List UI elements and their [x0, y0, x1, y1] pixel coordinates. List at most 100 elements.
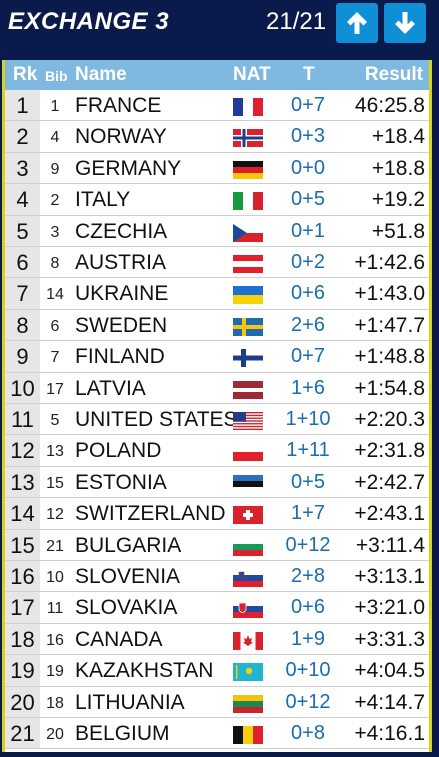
result-cell: +18.8 [371, 156, 425, 180]
table-row: 12 13 POLAND 1+11 +2:31.8 [5, 435, 429, 467]
team-name: ESTONIA [75, 470, 167, 494]
rank-cell: 2 [5, 121, 40, 152]
bib-cell: 21 [46, 537, 64, 555]
table-row: 18 16 CANADA 1+9 +3:31.3 [5, 623, 429, 656]
flag-bulgaria-icon [233, 537, 263, 556]
rank-cell: 11 [5, 404, 40, 435]
rank-cell: 21 [5, 718, 40, 749]
page-down-button[interactable] [384, 3, 426, 43]
bib-cell: 16 [46, 631, 64, 649]
page-up-button[interactable] [336, 3, 378, 43]
flag-sweden-icon [233, 317, 263, 336]
bib-cell: 1 [50, 98, 60, 115]
bib-cell: 12 [46, 506, 64, 524]
table-row: 21 20 BELGIUM 0+8 +4:16.1 [5, 718, 429, 750]
rank-cell: 12 [5, 435, 40, 466]
flag-slovakia-icon [233, 600, 263, 619]
rank-cell: 1 [5, 90, 40, 121]
table-row: 16 10 SLOVENIA 2+8 +3:13.1 [5, 561, 429, 593]
bib-cell: 8 [50, 255, 60, 272]
table-row: 8 6 SWEDEN 2+6 +1:47.7 [5, 309, 429, 342]
table-row: 13 15 ESTONIA 0+5 +2:42.7 [5, 466, 429, 499]
table-row: 11 5 UNITED STATES 1+10 +2:20.3 [5, 404, 429, 436]
table-row: 15 21 BULGARIA 0+12 +3:11.4 [5, 529, 429, 561]
flag-finland-icon [233, 349, 263, 368]
flag-estonia-icon [233, 474, 263, 493]
header-bar: EXCHANGE 3 21/21 [0, 0, 439, 58]
rank-cell: 9 [5, 341, 40, 372]
table-row: 10 17 LATVIA 1+6 +1:54.8 [5, 372, 429, 404]
team-name: CANADA [75, 627, 163, 651]
page-title: EXCHANGE 3 [8, 8, 170, 35]
team-name: LATVIA [75, 376, 146, 400]
bib-cell: 13 [46, 443, 64, 461]
team-name: UNITED STATES [75, 408, 238, 431]
shooting-cell: 0+8 [291, 722, 325, 744]
bib-cell: 11 [46, 600, 64, 618]
team-name: BULGARIA [75, 533, 182, 557]
shooting-cell: 0+6 [291, 282, 325, 305]
table-row: 14 12 SWITZERLAND 1+7 +2:43.1 [5, 498, 429, 530]
rank-cell: 14 [5, 498, 40, 529]
flag-switzerland-icon [233, 506, 263, 525]
bib-cell: 15 [46, 474, 64, 492]
result-cell: +4:16.1 [354, 722, 425, 745]
result-cell: +4:14.7 [354, 690, 425, 714]
bottom-strip [0, 752, 439, 757]
shooting-cell: 0+12 [285, 690, 331, 713]
shooting-cell: 0+6 [291, 596, 325, 619]
table-row: 5 3 CZECHIA 0+1 +51.8 [5, 215, 429, 247]
table-row: 6 8 AUSTRIA 0+2 +1:42.6 [5, 247, 429, 279]
team-name: AUSTRIA [75, 251, 167, 274]
results-table: Rk Bib Name NAT T Result 1 1 FRANCE 0+7 46:2… [2, 60, 432, 752]
shooting-cell: 0+2 [291, 251, 325, 273]
flag-italy-icon [233, 192, 263, 211]
shooting-cell: 0+5 [291, 470, 325, 493]
page-counter: 21/21 [266, 8, 327, 35]
rank-cell: 20 [5, 686, 40, 717]
rank-cell: 5 [5, 215, 40, 246]
shooting-cell: 1+6 [291, 376, 325, 399]
table-row: 2 4 NORWAY 0+3 +18.4 [5, 121, 429, 153]
team-name: SLOVAKIA [75, 596, 178, 620]
table-row: 17 11 SLOVAKIA 0+6 +3:21.0 [5, 592, 429, 624]
table-header: Rk Bib Name NAT T Result [5, 60, 429, 90]
table-row: 19 19 KAZAKHSTAN 0+10 +4:04.5 [5, 655, 429, 687]
result-cell: +4:04.5 [354, 659, 425, 683]
bib-cell: 2 [50, 192, 60, 210]
team-name: NORWAY [75, 125, 167, 149]
rank-cell: 16 [5, 561, 40, 592]
flag-lithuania-icon [233, 694, 263, 713]
flag-slovenia-icon [233, 569, 263, 587]
team-name: KAZAKHSTAN [75, 659, 214, 683]
shooting-cell: 0+5 [291, 188, 325, 211]
bib-cell: 20 [46, 726, 64, 743]
team-name: FINLAND [75, 345, 165, 369]
col-shooting: T [303, 64, 315, 85]
result-cell: +2:31.8 [354, 439, 425, 463]
table-row: 20 18 LITHUANIA 0+12 +4:14.7 [5, 686, 429, 718]
team-name: LITHUANIA [75, 690, 185, 714]
table-row: 7 14 UKRAINE 0+6 +1:43.0 [5, 278, 429, 310]
flag-austria-icon [233, 255, 263, 273]
team-name: SWEDEN [75, 313, 168, 337]
rank-cell: 10 [5, 372, 40, 403]
flag-latvia-icon [233, 380, 263, 399]
rank-cell: 6 [5, 247, 40, 278]
flag-ukraine-icon [233, 286, 263, 305]
col-name: Name [75, 64, 127, 85]
shooting-cell: 1+9 [291, 627, 325, 650]
team-name: UKRAINE [75, 282, 169, 306]
team-name: SWITZERLAND [75, 502, 226, 526]
rank-cell: 3 [5, 152, 40, 184]
result-cell: +1:47.7 [354, 313, 425, 337]
col-result: Result [364, 64, 423, 85]
result-cell: 46:25.8 [354, 94, 425, 117]
bib-cell: 17 [46, 380, 64, 398]
team-name: POLAND [75, 439, 162, 463]
flag-usa-icon [233, 412, 263, 430]
flag-germany-icon [233, 160, 263, 179]
result-cell: +2:20.3 [354, 408, 425, 431]
bib-cell: 5 [50, 412, 60, 429]
